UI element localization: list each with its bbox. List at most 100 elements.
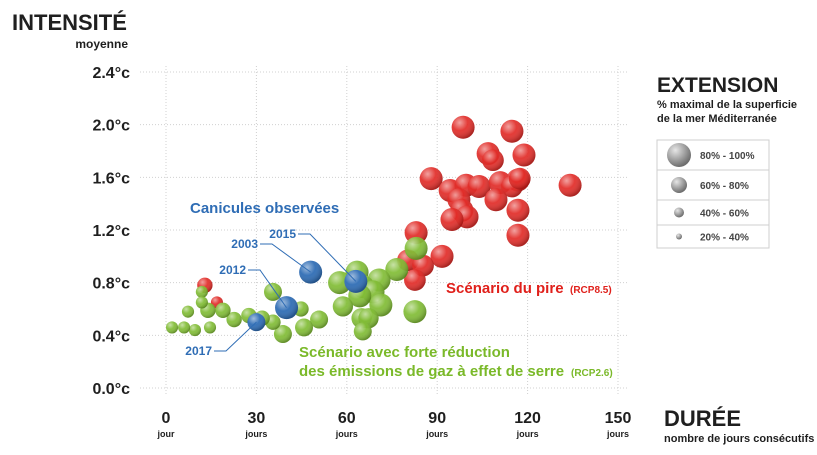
y-tick-label: 0.8°c [92,276,130,293]
legend-bubble [674,207,684,218]
bubble [512,143,536,167]
bubble [188,324,201,337]
chart-subtitle: moyenne [75,37,128,51]
x-tick-label: 0 [162,410,171,427]
x-axis-title: DURÉE [664,406,741,431]
x-tick-label: 150 [605,410,632,427]
x-tick-unit: jours [516,429,539,439]
x-tick-label: 30 [248,410,266,427]
bubble [215,302,231,318]
bubble-shade [188,324,201,337]
bubble [273,325,292,344]
legend-bubble [676,233,682,240]
bubble-shade [419,167,443,191]
bubble-shade [404,269,426,291]
bubble [195,296,208,309]
point-label: 2017 [185,344,212,358]
bubble [332,296,354,317]
bubble [419,167,443,191]
chart-title: INTENSITÉ [12,10,127,35]
bubble [500,119,524,143]
bubble [310,310,329,329]
bubble-shade [178,321,191,334]
y-tick-label: 1.6°c [92,170,130,187]
bubble [467,175,491,199]
bubble [385,258,409,281]
bubble [508,167,531,190]
bubble [181,305,195,318]
legend-bubble [671,177,687,193]
bubble [263,282,282,301]
leader-line [260,243,311,273]
bubble [178,321,191,334]
series-label: des émissions de gaz à effet de serre [299,363,564,380]
x-tick-unit: jour [157,429,175,439]
x-tick-label: 60 [338,410,356,427]
bubble-shade [203,321,217,334]
series-label: Scénario avec forte réduction [299,344,510,361]
x-axis-subtitle: nombre de jours consécutifs [664,433,814,445]
y-tick-label: 2.0°c [92,118,130,135]
bubble-shade [404,221,428,245]
bubble-shade [273,325,292,344]
bubble [558,173,582,197]
bubble [203,321,217,334]
bubble-shade [215,302,231,318]
bubble-shade [508,167,531,190]
bubble [440,207,464,231]
bubble [506,198,530,222]
bubble-shade [484,188,508,212]
bubble [451,115,475,139]
y-tick-label: 0.0°c [92,381,130,398]
bubble [506,223,530,247]
bubble [484,188,508,212]
bubble [404,221,428,245]
legend-label: 80% - 100% [700,151,755,162]
bubble [430,244,454,268]
bubble-shade [512,143,536,167]
bubble [403,300,427,324]
bubble-shade [332,296,354,317]
leader-line [298,233,357,282]
bubble-shade [506,198,530,222]
bubble [226,311,242,328]
bubble [482,149,504,172]
y-tick-label: 2.4°c [92,65,130,82]
legend-bubble [667,143,691,167]
bubble-shade [404,236,428,260]
bubble-shade [440,207,464,231]
bubble [404,236,428,260]
series-note: (RCP8.5) [570,285,612,296]
bubble-shade [385,258,409,281]
bubble [295,318,314,337]
bubble-shade [263,282,282,301]
bubble-shade [451,115,475,139]
series-label: Scénario du pire [446,280,564,297]
legend-subtitle: % maximal de la superficie [657,99,797,111]
x-tick-unit: jours [335,429,358,439]
legend-subtitle: de la mer Méditerranée [657,113,777,125]
bubble-shade [310,310,329,329]
point-label: 2003 [231,237,258,251]
bubble-shade [467,175,491,199]
bubble [404,269,426,291]
point-label: 2015 [269,227,296,241]
leader-line [214,321,257,352]
bubble [165,321,179,334]
y-tick-label: 0.4°c [92,328,130,345]
x-tick-unit: jours [425,429,448,439]
bubble-shade [295,318,314,337]
bubble-shade [195,296,208,309]
series-label: Canicules observées [190,200,339,217]
x-tick-unit: jours [606,429,629,439]
bubble-shade [165,321,179,334]
bubble-shade [558,173,582,197]
legend-label: 20% - 40% [700,233,749,244]
bubble-shade [403,300,427,324]
y-tick-label: 1.2°c [92,223,130,240]
x-tick-unit: jours [244,429,267,439]
legend-label: 60% - 80% [700,181,749,192]
x-tick-label: 120 [514,410,541,427]
bubble [353,322,372,341]
